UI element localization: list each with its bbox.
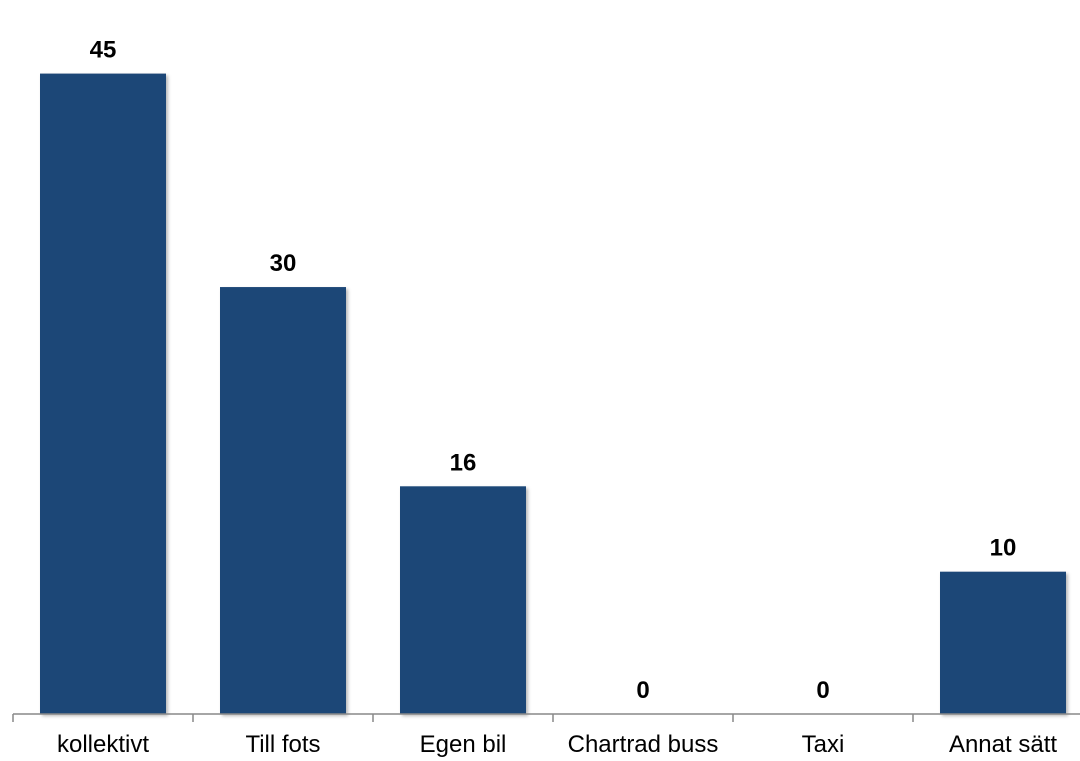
bar-egen-bil (400, 486, 526, 714)
data-label: 30 (270, 250, 297, 277)
category-label: Till fots (245, 731, 320, 758)
x-axis (12, 713, 1080, 722)
category-label: Egen bil (420, 731, 507, 758)
data-label: 0 (636, 677, 649, 704)
bar-kollektivt (40, 73, 166, 714)
labels-group: 45 kollektivt 30 Till fots 16 Egen bil 0 Chartr… (57, 37, 1057, 758)
data-label: 10 (990, 535, 1017, 562)
data-label: 45 (90, 37, 117, 64)
data-label: 0 (816, 677, 829, 704)
bar-annat-sätt (940, 571, 1066, 714)
category-label: kollektivt (57, 731, 149, 758)
category-label: Annat sätt (949, 731, 1057, 758)
bars-group (40, 73, 1066, 714)
bar-till-fots (220, 287, 346, 714)
category-label: Chartrad buss (568, 731, 719, 758)
category-label: Taxi (802, 731, 845, 758)
data-label: 16 (450, 449, 477, 476)
